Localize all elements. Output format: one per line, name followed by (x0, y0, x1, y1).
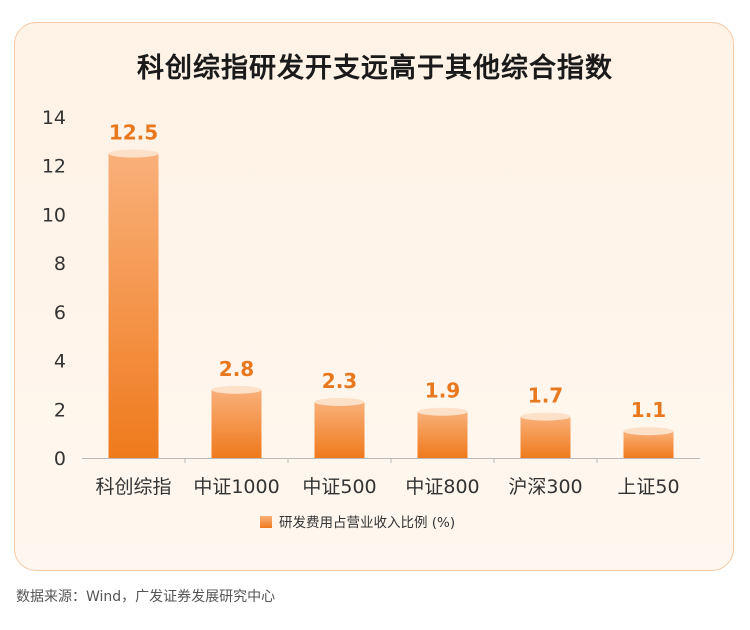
y-tick-label: 14 (42, 107, 66, 129)
legend: 研发费用占营业收入比例 (%) (260, 515, 455, 531)
x-tick-label: 沪深300 (508, 476, 582, 498)
data-label: 1.7 (528, 384, 563, 408)
data-label: 12.5 (109, 121, 158, 145)
y-tick-label: 6 (54, 302, 66, 324)
bar (314, 401, 365, 458)
data-label: 1.9 (425, 379, 460, 403)
bar-cap (108, 149, 159, 158)
bar-cap (623, 427, 674, 436)
labels-layer: 科创综指 12.5 中证1000 2.8 中证500 2.3 中证800 1.9 沪深300 1.… (95, 121, 679, 498)
y-tick-label: 12 (42, 156, 66, 178)
legend-label: 研发费用占营业收入比例 (%) (279, 515, 455, 531)
y-tick-label: 8 (54, 253, 66, 275)
legend-swatch (260, 516, 272, 528)
chart-title: 科创综指研发开支远高于其他综合指数 (129, 46, 621, 85)
bar-cap (314, 397, 365, 406)
x-tick-label: 科创综指 (95, 476, 171, 498)
x-tick-label: 中证1000 (193, 476, 279, 498)
y-tick-label: 4 (54, 351, 66, 373)
bars-layer (108, 149, 674, 459)
y-tick-label: 10 (42, 204, 66, 226)
y-tick-label: 2 (54, 399, 66, 421)
bar (623, 431, 674, 458)
bar (520, 416, 571, 458)
x-tick-label: 中证500 (302, 476, 376, 498)
bar-cap (417, 407, 468, 416)
y-tick-label: 0 (54, 448, 66, 470)
bar (211, 389, 262, 458)
x-tick-label: 上证50 (617, 476, 679, 498)
axis-layer: 0 2 4 6 8 10 12 14 (42, 107, 700, 470)
data-label: 2.3 (322, 369, 357, 393)
chart-title-text: 科创综指研发开支远高于其他综合指数 (137, 53, 613, 84)
x-tick-label: 中证800 (405, 476, 479, 498)
data-label: 1.1 (631, 398, 666, 422)
title-wrap: 科创综指研发开支远高于其他综合指数 (0, 46, 750, 85)
bar (108, 153, 159, 459)
bar-cap (211, 385, 262, 394)
bar-cap (520, 412, 571, 421)
source-note: 数据来源：Wind，广发证券发展研究中心 (16, 589, 276, 605)
bar (417, 411, 468, 458)
data-label: 2.8 (219, 357, 254, 381)
